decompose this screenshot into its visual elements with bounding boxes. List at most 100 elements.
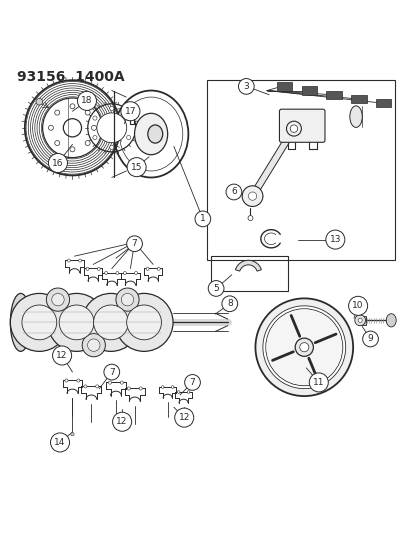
Circle shape (63, 119, 81, 137)
Circle shape (84, 385, 87, 388)
Circle shape (255, 298, 352, 396)
Circle shape (48, 154, 67, 173)
Circle shape (266, 310, 341, 385)
Circle shape (116, 271, 119, 274)
Text: 11: 11 (312, 378, 324, 387)
Circle shape (265, 309, 342, 386)
Circle shape (109, 106, 114, 110)
Ellipse shape (147, 125, 162, 143)
Circle shape (47, 293, 105, 351)
Circle shape (126, 305, 161, 340)
Circle shape (126, 116, 131, 120)
FancyBboxPatch shape (92, 336, 95, 354)
Circle shape (70, 104, 75, 109)
Ellipse shape (10, 293, 31, 351)
Circle shape (123, 271, 126, 274)
Circle shape (97, 268, 100, 270)
Text: 12: 12 (56, 351, 68, 360)
Text: 1: 1 (199, 214, 205, 223)
Text: 18: 18 (81, 96, 93, 106)
Circle shape (87, 339, 100, 351)
Circle shape (309, 373, 328, 392)
Circle shape (50, 433, 69, 452)
Circle shape (354, 315, 365, 326)
Circle shape (36, 99, 43, 105)
Circle shape (127, 387, 130, 390)
Ellipse shape (349, 106, 361, 127)
Circle shape (290, 125, 297, 132)
Circle shape (139, 387, 142, 390)
Circle shape (82, 334, 105, 357)
FancyBboxPatch shape (301, 86, 316, 95)
Text: 6: 6 (230, 188, 236, 197)
Polygon shape (249, 127, 296, 198)
Circle shape (208, 280, 223, 296)
Circle shape (120, 381, 123, 384)
Text: 5: 5 (213, 284, 218, 293)
Circle shape (71, 432, 74, 436)
Circle shape (161, 386, 164, 389)
Circle shape (238, 78, 254, 94)
Circle shape (174, 408, 193, 427)
Circle shape (82, 293, 140, 351)
Text: 8: 8 (226, 299, 232, 308)
Circle shape (348, 296, 367, 316)
Ellipse shape (119, 97, 183, 171)
Circle shape (46, 288, 69, 311)
Text: 12: 12 (116, 417, 128, 426)
Circle shape (134, 271, 137, 274)
Circle shape (357, 318, 361, 322)
Circle shape (104, 271, 107, 274)
Circle shape (121, 293, 133, 306)
Circle shape (171, 386, 173, 389)
Text: 7: 7 (109, 368, 114, 377)
Circle shape (127, 158, 146, 176)
Text: 10: 10 (351, 301, 363, 310)
Circle shape (121, 102, 140, 121)
Circle shape (78, 259, 81, 262)
Ellipse shape (385, 314, 395, 327)
Circle shape (91, 125, 96, 130)
Circle shape (187, 391, 190, 393)
Circle shape (85, 141, 90, 146)
Circle shape (146, 268, 149, 270)
Circle shape (55, 141, 59, 146)
Text: 93156  1400A: 93156 1400A (17, 70, 124, 84)
Text: 7: 7 (131, 239, 137, 248)
Circle shape (65, 379, 68, 382)
Circle shape (362, 331, 377, 347)
Circle shape (112, 412, 131, 431)
Text: 13: 13 (329, 235, 340, 244)
FancyBboxPatch shape (279, 109, 324, 142)
Circle shape (70, 147, 75, 152)
Text: 12: 12 (178, 413, 190, 422)
Text: 7: 7 (189, 378, 195, 387)
Text: 9: 9 (367, 334, 373, 343)
Circle shape (97, 113, 126, 143)
Text: 15: 15 (131, 163, 142, 172)
Circle shape (126, 135, 131, 140)
Text: 3: 3 (243, 82, 249, 91)
FancyBboxPatch shape (357, 316, 365, 325)
Circle shape (52, 293, 64, 306)
FancyBboxPatch shape (325, 91, 341, 99)
Circle shape (93, 305, 128, 340)
Circle shape (299, 343, 308, 352)
Circle shape (10, 293, 68, 351)
FancyBboxPatch shape (375, 99, 391, 107)
Circle shape (95, 385, 99, 388)
Circle shape (116, 288, 139, 311)
FancyBboxPatch shape (126, 290, 128, 309)
Circle shape (294, 338, 313, 357)
Circle shape (85, 110, 90, 115)
Text: 16: 16 (52, 158, 64, 167)
Circle shape (221, 296, 237, 312)
Circle shape (52, 346, 71, 365)
Circle shape (115, 293, 173, 351)
Text: 14: 14 (54, 438, 66, 447)
Polygon shape (235, 260, 261, 271)
Circle shape (242, 186, 262, 206)
Circle shape (76, 379, 80, 382)
Circle shape (177, 391, 180, 393)
Circle shape (77, 91, 96, 110)
